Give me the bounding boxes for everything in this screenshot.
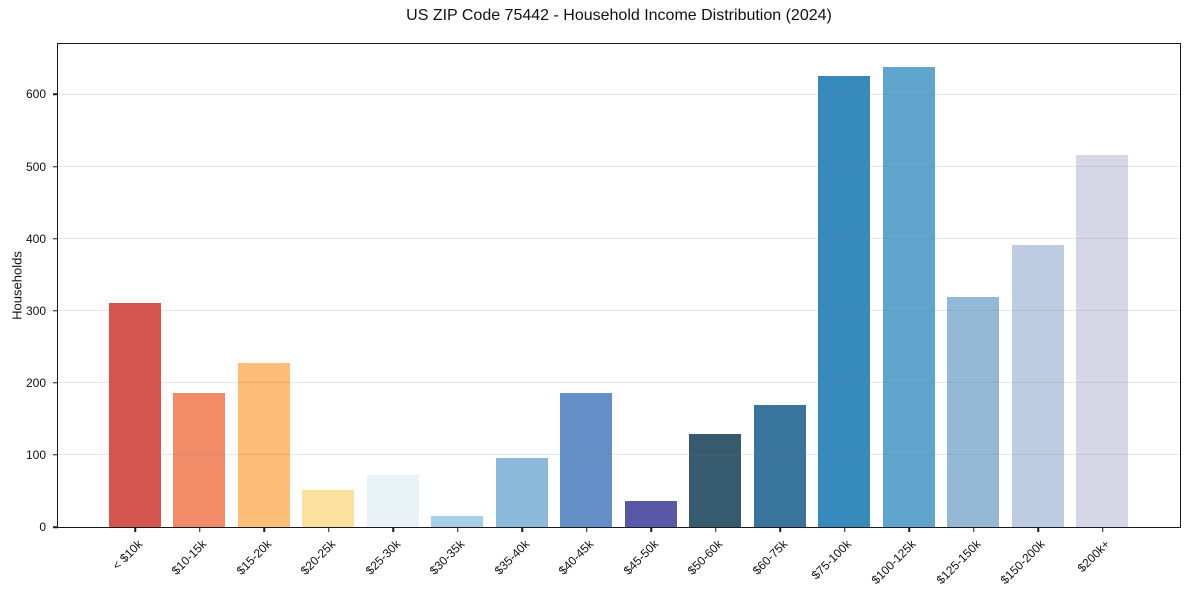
x-tick-mark [779, 527, 781, 532]
y-tick-mark [53, 454, 58, 456]
x-tick-label: $40-45k [555, 537, 597, 578]
bar-< $10k [108, 303, 161, 527]
y-tick-label: 400 [25, 231, 46, 246]
y-tick-mark [53, 382, 58, 384]
x-tick-mark [263, 527, 265, 532]
y-tick-label: 500 [25, 159, 46, 174]
x-tick-mark [714, 527, 717, 532]
x-tick-mark [1037, 527, 1039, 532]
y-tick-label: 200 [25, 375, 46, 390]
x-tick-label: $10-15k [168, 537, 210, 578]
x-tick-mark [1101, 527, 1104, 532]
x-tick-label: $35-40k [491, 537, 532, 578]
x-axis-ticks: < $10k $10-15k $15-20k $20-25k $25-30k $30-35… [58, 527, 1180, 587]
x-tick-label: $25-30k [362, 537, 403, 578]
x-tick-label: $200k+ [1074, 537, 1113, 575]
bar-$35-40k [495, 458, 548, 527]
y-tick-label: 100 [25, 447, 46, 462]
bar-$150-200k [1011, 245, 1064, 527]
y-tick-mark [53, 309, 58, 312]
gridline-600 [57, 93, 1180, 95]
gridline-100 [57, 454, 1180, 456]
x-tick-mark [198, 527, 201, 532]
x-tick-label: $15-20k [233, 537, 274, 578]
x-tick-label: $125-150k [933, 537, 984, 588]
x-tick-mark [521, 527, 523, 532]
gridline-300 [57, 310, 1180, 312]
bar-$125-150k [947, 297, 999, 527]
x-tick-label: $100-125k [868, 537, 919, 588]
bar-$200k+ [1076, 155, 1128, 527]
x-tick-label: $60-75k [749, 537, 790, 578]
x-tick-label: $30-35k [426, 537, 468, 578]
bar-$40-45k [560, 393, 612, 527]
bar-$100-125k [882, 66, 935, 527]
bar-$15-20k [237, 362, 290, 527]
x-tick-mark [585, 527, 588, 532]
y-tick-mark [53, 526, 58, 528]
x-tick-mark [650, 527, 652, 532]
x-tick-label: $150-200k [997, 537, 1048, 588]
x-tick-label: $20-25k [297, 537, 339, 578]
y-tick-mark [53, 237, 58, 240]
bar-$10-15k [173, 393, 225, 527]
x-tick-mark [392, 527, 394, 532]
x-tick-mark [972, 527, 975, 532]
gridline-400 [57, 238, 1180, 240]
y-tick-mark [53, 165, 58, 168]
bar-$60-75k [753, 405, 806, 527]
x-tick-mark [134, 527, 136, 532]
bar-$45-50k [624, 501, 677, 527]
x-tick-mark [456, 527, 459, 532]
x-tick-mark [327, 527, 330, 532]
x-tick-label: $50-60k [684, 537, 726, 578]
y-tick-label: 0 [39, 520, 46, 534]
bar-$20-25k [302, 489, 354, 527]
y-tick-label: 600 [25, 87, 46, 102]
x-tick-label: $45-50k [620, 537, 661, 578]
gridline-500 [57, 166, 1180, 168]
bar-$25-30k [366, 475, 419, 527]
bar-$50-60k [689, 434, 741, 527]
x-tick-mark [908, 527, 910, 532]
gridline-200 [57, 382, 1180, 384]
x-tick-label: < $10k [109, 537, 145, 573]
x-tick-mark [843, 527, 846, 532]
x-tick-label: $75-100k [809, 537, 855, 583]
bar-$75-100k [818, 75, 870, 527]
y-tick-label: 300 [25, 303, 46, 318]
y-tick-mark [53, 93, 58, 96]
plot-area [56, 42, 1181, 528]
y-axis-ticks: 0 100 200 300 400 500 600 [0, 44, 58, 534]
bar-$30-35k [431, 515, 483, 527]
chart-title: US ZIP Code 75442 - Household Income Dis… [406, 7, 832, 24]
